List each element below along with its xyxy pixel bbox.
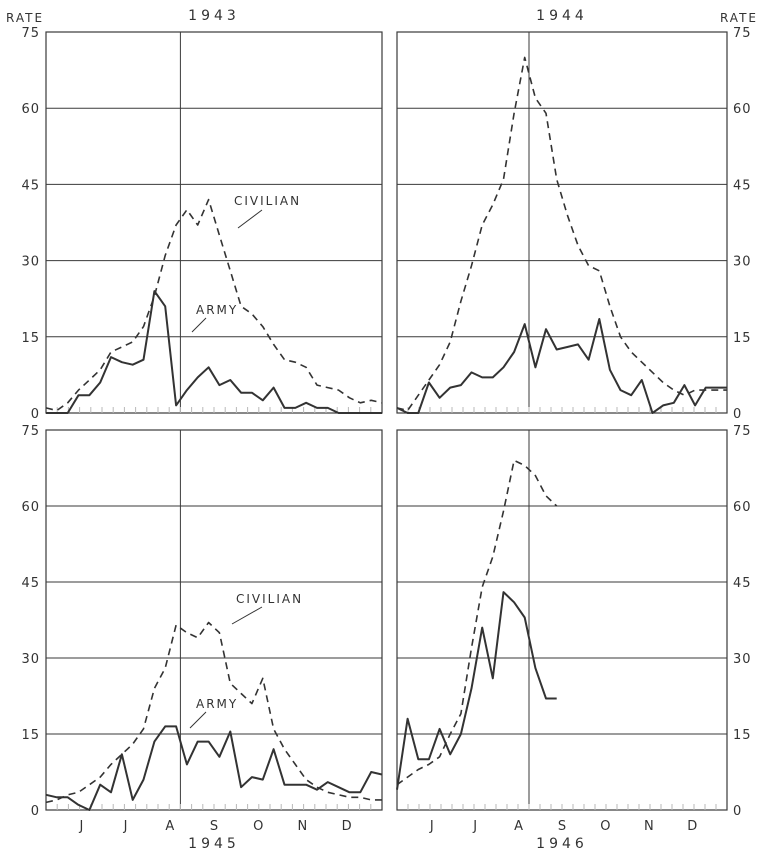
y-tick-label: 30 — [21, 652, 40, 667]
series-civilian-line — [45, 198, 383, 412]
annotation-army-top: ARMY — [196, 303, 238, 317]
plot-frame — [396, 429, 728, 811]
x-tick-label: A — [514, 819, 523, 834]
y-tick-label: 15 — [733, 728, 752, 743]
y-tick-label: 45 — [733, 576, 752, 591]
y-tick-label: 0 — [733, 407, 742, 422]
x-tick-label: O — [253, 819, 263, 834]
y-tick-label: 75 — [21, 424, 40, 439]
y-tick-label: 45 — [21, 576, 40, 591]
y-tick-label: 15 — [21, 331, 40, 346]
y-tick-label: 30 — [21, 255, 40, 270]
panel-1943: 0 15 30 45 60 75 1943 — [21, 8, 383, 422]
x-tick-label: J — [123, 819, 128, 834]
rate-label-left: RATE — [6, 11, 44, 25]
y-tick-label: 75 — [21, 26, 40, 41]
series-army-line — [396, 591, 557, 790]
x-tick-label: S — [210, 819, 218, 834]
y-tick-label: 0 — [31, 407, 40, 422]
panel-year-title: 1946 — [536, 836, 588, 852]
y-tick-label: 60 — [21, 500, 40, 515]
panel-year-title: 1945 — [188, 836, 240, 852]
plot-frame — [45, 31, 383, 414]
y-tick-label: 45 — [733, 178, 752, 193]
panel-year-title: 1943 — [188, 8, 240, 24]
y-tick-label: 15 — [733, 331, 752, 346]
plot-frame — [45, 429, 383, 811]
y-tick-label: 60 — [21, 102, 40, 117]
series-civilian-line — [45, 621, 382, 804]
y-tick-label: 15 — [21, 728, 40, 743]
y-tick-label: 60 — [733, 102, 752, 117]
x-tick-label: J — [78, 819, 83, 834]
x-tick-label: N — [298, 819, 308, 834]
panel-1944: 0 15 30 45 60 75 1944 — [396, 8, 752, 422]
x-tick-label: S — [558, 819, 566, 834]
y-tick-label: 0 — [31, 804, 40, 819]
series-civilian-line — [396, 459, 558, 786]
annotation-army-bottom: ARMY — [196, 697, 238, 711]
y-tick-label: 45 — [21, 178, 40, 193]
y-tick-label: 0 — [733, 804, 742, 819]
y-tick-label: 75 — [733, 424, 752, 439]
y-tick-label: 30 — [733, 255, 752, 270]
arrow-army-top — [191, 317, 207, 333]
y-tick-label: 60 — [733, 500, 752, 515]
arrow-civilian-top — [237, 209, 263, 229]
series-army-line — [45, 725, 383, 811]
annotation-civilian-bottom: CIVILIAN — [236, 592, 303, 606]
x-tick-label: J — [429, 819, 434, 834]
plot-frame — [396, 31, 728, 414]
panel-1946: 0 15 30 45 60 75 J J A S O N D 1946 — [396, 424, 752, 852]
series-army-line — [46, 290, 382, 414]
y-tick-label: 30 — [733, 652, 752, 667]
series-army-line — [396, 318, 727, 414]
arrow-army-bottom — [189, 711, 207, 729]
x-tick-label: D — [342, 819, 352, 834]
y-tick-label: 75 — [733, 26, 752, 41]
annotation-civilian-top: CIVILIAN — [234, 194, 301, 208]
rate-label-right: RATE — [720, 11, 758, 25]
x-tick-label: J — [472, 819, 477, 834]
panel-year-title: 1944 — [536, 8, 588, 24]
x-tick-label: O — [600, 819, 610, 834]
x-tick-label: D — [687, 819, 697, 834]
series-civilian-line — [396, 56, 727, 412]
x-tick-label: A — [165, 819, 174, 834]
x-tick-label: N — [644, 819, 654, 834]
panel-1945: 0 15 30 45 60 75 J J A S O N D 1945 — [21, 424, 383, 852]
arrow-civilian-bottom — [231, 606, 263, 625]
